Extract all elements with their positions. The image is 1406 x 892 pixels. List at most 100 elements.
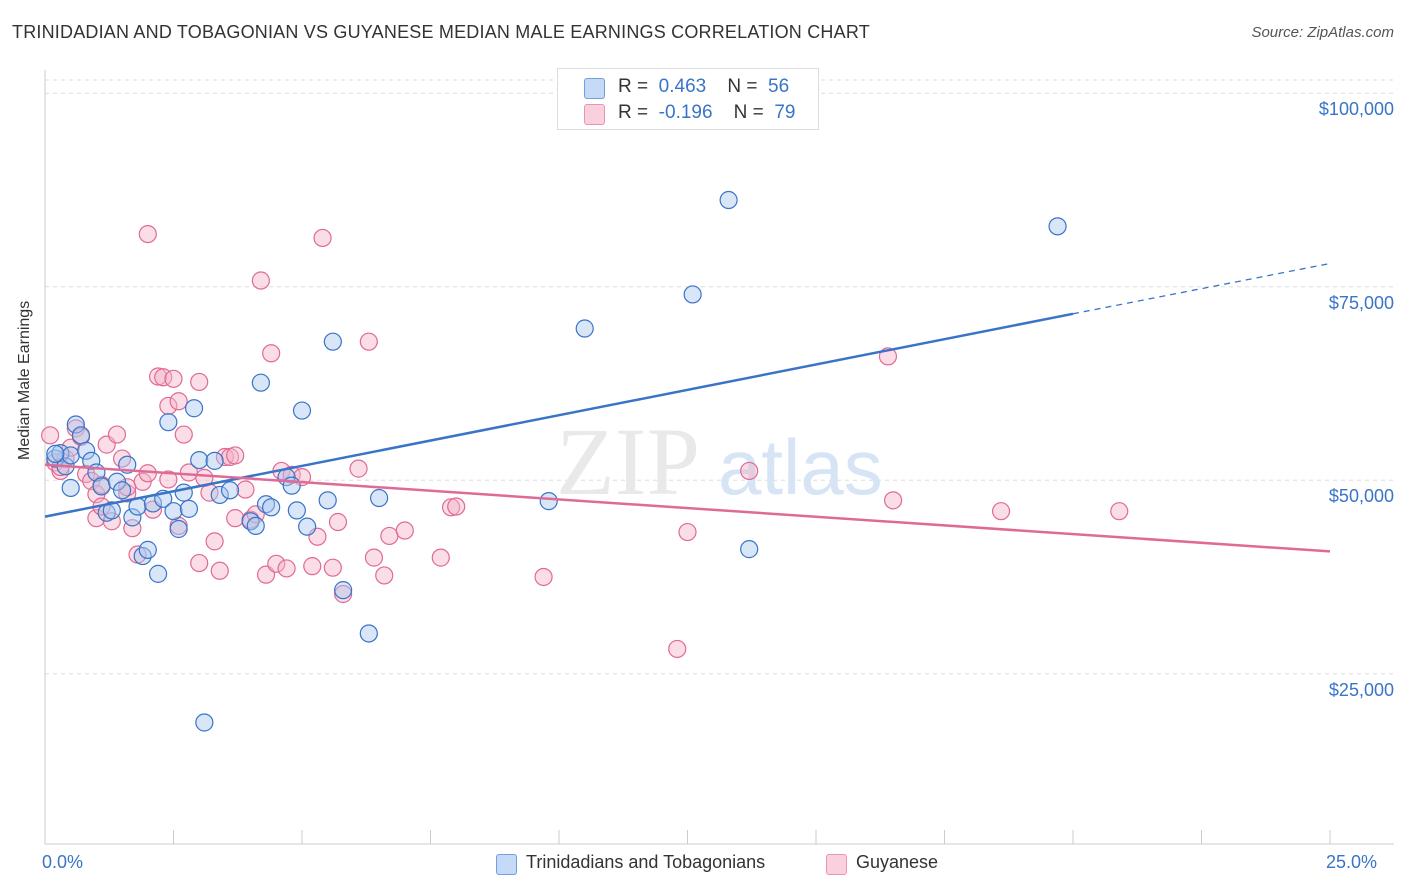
y-tick-label: $100,000 <box>1318 99 1394 120</box>
data-point <box>349 459 368 478</box>
data-point <box>328 512 348 532</box>
axes <box>44 70 1394 845</box>
guyanese-points <box>41 224 1129 659</box>
r-value: 0.463 <box>658 76 707 97</box>
data-point <box>740 540 759 559</box>
data-point <box>107 472 127 491</box>
y-tick-label: $50,000 <box>1328 486 1394 507</box>
data-point <box>334 581 353 600</box>
legend-swatch-blue <box>584 78 605 99</box>
data-point <box>61 478 80 498</box>
trend-lines <box>44 262 1331 553</box>
data-point <box>77 441 96 460</box>
data-point <box>395 521 414 540</box>
legend-swatch-blue <box>496 854 517 875</box>
data-point <box>303 557 322 576</box>
data-point <box>174 425 193 444</box>
data-point <box>184 399 204 418</box>
data-point <box>159 396 178 416</box>
r-value: -0.196 <box>658 102 713 123</box>
data-point <box>236 480 255 499</box>
watermark: ZIP atlas <box>556 408 883 515</box>
data-point <box>441 498 461 517</box>
legend-label: Guyanese <box>856 852 939 872</box>
trend-line-trinidadian <box>44 312 1074 518</box>
r-label: R = <box>618 76 649 97</box>
data-point <box>46 444 65 464</box>
data-point <box>195 713 214 732</box>
data-point <box>431 548 450 567</box>
data-point <box>251 373 270 392</box>
data-point <box>159 470 178 489</box>
data-point <box>575 319 594 338</box>
data-point <box>138 540 157 559</box>
data-point <box>102 501 121 520</box>
data-point <box>370 488 389 508</box>
data-point <box>169 519 188 539</box>
data-point <box>719 190 738 210</box>
data-point <box>205 451 224 470</box>
data-point <box>133 472 152 491</box>
data-point <box>364 548 384 567</box>
data-point <box>82 451 101 470</box>
data-point <box>148 564 168 583</box>
series-legend: Trinidadians and Tobagonians Guyanese <box>0 852 1406 878</box>
data-point <box>683 285 702 304</box>
y-axis-label: Median Male Earnings <box>16 300 33 460</box>
data-point <box>678 522 697 542</box>
r-label: R = <box>618 102 649 123</box>
legend-swatch-pink <box>584 104 605 125</box>
x-tick-label-min: 0.0% <box>42 852 84 872</box>
data-point <box>226 509 245 528</box>
data-point <box>447 497 466 516</box>
n-label: N = <box>733 102 764 123</box>
data-point <box>256 495 276 514</box>
data-point <box>277 559 296 578</box>
data-point <box>313 228 332 248</box>
data-point <box>190 553 209 573</box>
data-point <box>210 561 229 580</box>
data-point <box>205 532 224 551</box>
correlation-legend: R = 0.463 N = 56 R = -0.196 N = 79 <box>557 68 819 130</box>
data-point <box>298 517 317 536</box>
data-point <box>246 516 265 535</box>
n-value: 56 <box>768 76 790 97</box>
data-point <box>359 332 378 351</box>
data-point <box>282 476 301 495</box>
source-credit: Source: ZipAtlas.com <box>1251 24 1394 41</box>
data-point <box>87 509 106 528</box>
data-point <box>159 413 178 432</box>
data-point <box>226 446 245 465</box>
data-point <box>1048 217 1067 236</box>
data-point <box>380 526 399 546</box>
data-point <box>251 271 270 290</box>
data-point <box>164 369 183 388</box>
data-point <box>323 558 342 577</box>
data-point <box>107 425 127 444</box>
data-point <box>262 498 281 517</box>
data-point <box>287 501 306 520</box>
data-point <box>174 483 193 502</box>
data-point <box>71 426 91 445</box>
n-value: 79 <box>774 102 796 123</box>
data-point <box>92 477 111 496</box>
data-point <box>740 461 759 481</box>
data-point <box>334 584 353 604</box>
data-point <box>323 332 342 351</box>
data-point <box>118 484 137 503</box>
data-point <box>123 519 142 538</box>
data-point <box>138 224 157 244</box>
data-point <box>991 502 1011 521</box>
data-point <box>359 624 378 643</box>
data-point <box>102 512 121 531</box>
data-point <box>112 481 132 500</box>
data-point <box>668 639 687 659</box>
data-point <box>148 367 168 386</box>
data-point <box>262 344 281 363</box>
data-point <box>210 485 229 505</box>
legend-label: Trinidadians and Tobagonians <box>526 852 766 872</box>
data-point <box>539 492 558 511</box>
grid-lines <box>45 79 1394 675</box>
data-point <box>1110 502 1129 521</box>
